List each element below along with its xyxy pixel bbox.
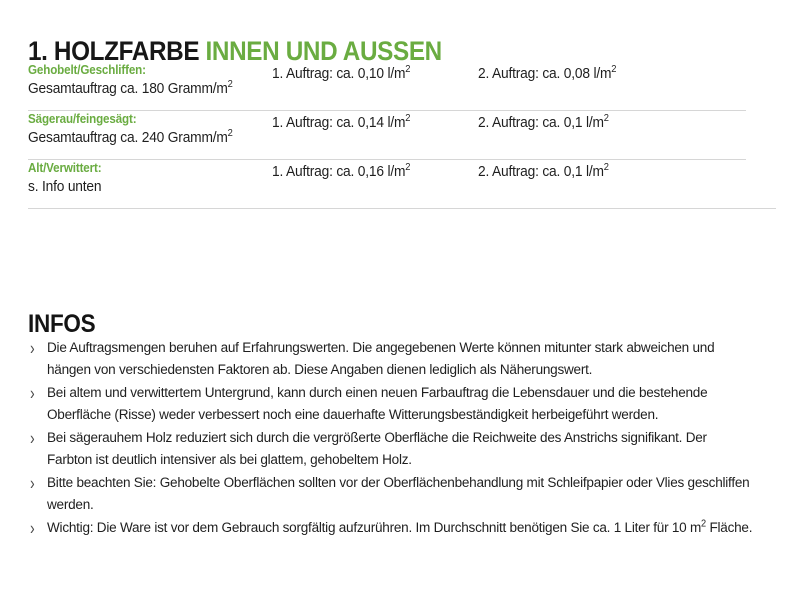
chevron-right-icon: › xyxy=(30,517,35,539)
row-divider xyxy=(28,159,746,160)
infos-list: › Die Auftragsmengen beruhen auf Erfahru… xyxy=(30,337,786,542)
table-cell-first-coat: 1. Auftrag: ca. 0,14 l/m2 xyxy=(272,111,478,134)
table-cell-surface: Gehobelt/Geschliffen: Gesamtauftrag ca. … xyxy=(28,62,272,100)
table-cell-second-coat: 2. Auftrag: ca. 0,1 l/m2 xyxy=(478,111,776,134)
first-coat-value: 1. Auftrag: ca. 0,10 l/m2 xyxy=(272,64,468,85)
second-coat-value: 2. Auftrag: ca. 0,1 l/m2 xyxy=(478,162,761,183)
table-row: Alt/Verwittert: s. Info unten 1. Auftrag… xyxy=(28,160,776,208)
list-item: › Bitte beachten Sie: Gehobelte Oberfläc… xyxy=(30,472,786,516)
chevron-right-icon: › xyxy=(30,382,35,404)
coverage-table: Gehobelt/Geschliffen: Gesamtauftrag ca. … xyxy=(28,62,776,209)
table-cell-first-coat: 1. Auftrag: ca. 0,10 l/m2 xyxy=(272,62,478,85)
page-title-subtitle: INNEN UND AUSSEN xyxy=(205,36,442,67)
second-coat-value: 2. Auftrag: ca. 0,1 l/m2 xyxy=(478,113,761,134)
superscript: 2 xyxy=(405,64,411,76)
second-coat-value: 2. Auftrag: ca. 0,08 l/m2 xyxy=(478,64,761,85)
table-cell-surface: Sägerau/feingesägt: Gesamtauftrag ca. 24… xyxy=(28,111,272,149)
list-item-text: Wichtig: Die Ware ist vor dem Gebrauch s… xyxy=(47,518,753,540)
surface-type-label: Sägerau/feingesägt: xyxy=(28,112,137,126)
list-item-text-part1: Wichtig: Die Ware ist vor dem Gebrauch s… xyxy=(47,520,702,536)
table-cell-surface: Alt/Verwittert: s. Info unten xyxy=(28,160,272,198)
superscript: 2 xyxy=(701,518,706,530)
list-item-text: Bei sägerauhem Holz reduziert sich durch… xyxy=(47,430,707,468)
row-divider xyxy=(28,110,746,111)
superscript: 2 xyxy=(227,128,233,140)
total-coverage-value: Gesamtauftrag ca. 240 Gramm/m2 xyxy=(28,128,260,149)
superscript: 2 xyxy=(405,113,411,125)
superscript: 2 xyxy=(603,113,609,125)
surface-type-label: Gehobelt/Geschliffen: xyxy=(28,63,146,77)
list-item-text: Die Auftragsmengen beruhen auf Erfahrung… xyxy=(47,340,715,378)
chevron-right-icon: › xyxy=(30,427,35,449)
first-coat-text: 1. Auftrag: ca. 0,16 l/m xyxy=(272,164,406,180)
superscript: 2 xyxy=(405,162,411,174)
superscript: 2 xyxy=(603,162,609,174)
total-coverage-value: s. Info unten xyxy=(28,177,260,198)
list-item: › Die Auftragsmengen beruhen auf Erfahru… xyxy=(30,337,786,381)
list-item: › Bei altem und verwittertem Untergrund,… xyxy=(30,382,786,426)
list-item-text: Bitte beachten Sie: Gehobelte Oberfläche… xyxy=(47,475,750,513)
table-cell-second-coat: 2. Auftrag: ca. 0,1 l/m2 xyxy=(478,160,776,183)
first-coat-text: 1. Auftrag: ca. 0,14 l/m xyxy=(272,115,406,131)
superscript: 2 xyxy=(611,64,617,76)
total-coverage-text: Gesamtauftrag ca. 240 Gramm/m xyxy=(28,130,228,146)
table-row: Sägerau/feingesägt: Gesamtauftrag ca. 24… xyxy=(28,111,776,159)
total-coverage-text: s. Info unten xyxy=(28,179,102,195)
table-cell-second-coat: 2. Auftrag: ca. 0,08 l/m2 xyxy=(478,62,776,85)
list-item: › Wichtig: Die Ware ist vor dem Gebrauch… xyxy=(30,517,786,540)
second-coat-text: 2. Auftrag: ca. 0,08 l/m xyxy=(478,66,612,82)
table-row: Gehobelt/Geschliffen: Gesamtauftrag ca. … xyxy=(28,62,776,110)
superscript: 2 xyxy=(227,79,233,91)
list-item-text-part2: Fläche. xyxy=(705,520,753,536)
second-coat-text: 2. Auftrag: ca. 0,1 l/m xyxy=(478,164,604,180)
surface-type-label: Alt/Verwittert: xyxy=(28,161,102,175)
total-coverage-text: Gesamtauftrag ca. 180 Gramm/m xyxy=(28,81,228,97)
second-coat-text: 2. Auftrag: ca. 0,1 l/m xyxy=(478,115,604,131)
infos-heading: INFOS xyxy=(28,309,96,338)
list-item-text: Bei altem und verwittertem Untergrund, k… xyxy=(47,385,708,423)
list-item: › Bei sägerauhem Holz reduziert sich dur… xyxy=(30,427,786,471)
chevron-right-icon: › xyxy=(30,337,35,359)
table-cell-first-coat: 1. Auftrag: ca. 0,16 l/m2 xyxy=(272,160,478,183)
page-title: 1. HOLZFARBE INNEN UND AUSSEN xyxy=(28,36,442,66)
chevron-right-icon: › xyxy=(30,472,35,494)
table-bottom-divider xyxy=(28,208,776,209)
total-coverage-value: Gesamtauftrag ca. 180 Gramm/m2 xyxy=(28,79,260,100)
page-title-number: 1. HOLZFARBE xyxy=(28,36,200,67)
first-coat-value: 1. Auftrag: ca. 0,14 l/m2 xyxy=(272,113,468,134)
first-coat-text: 1. Auftrag: ca. 0,10 l/m xyxy=(272,66,406,82)
first-coat-value: 1. Auftrag: ca. 0,16 l/m2 xyxy=(272,162,468,183)
